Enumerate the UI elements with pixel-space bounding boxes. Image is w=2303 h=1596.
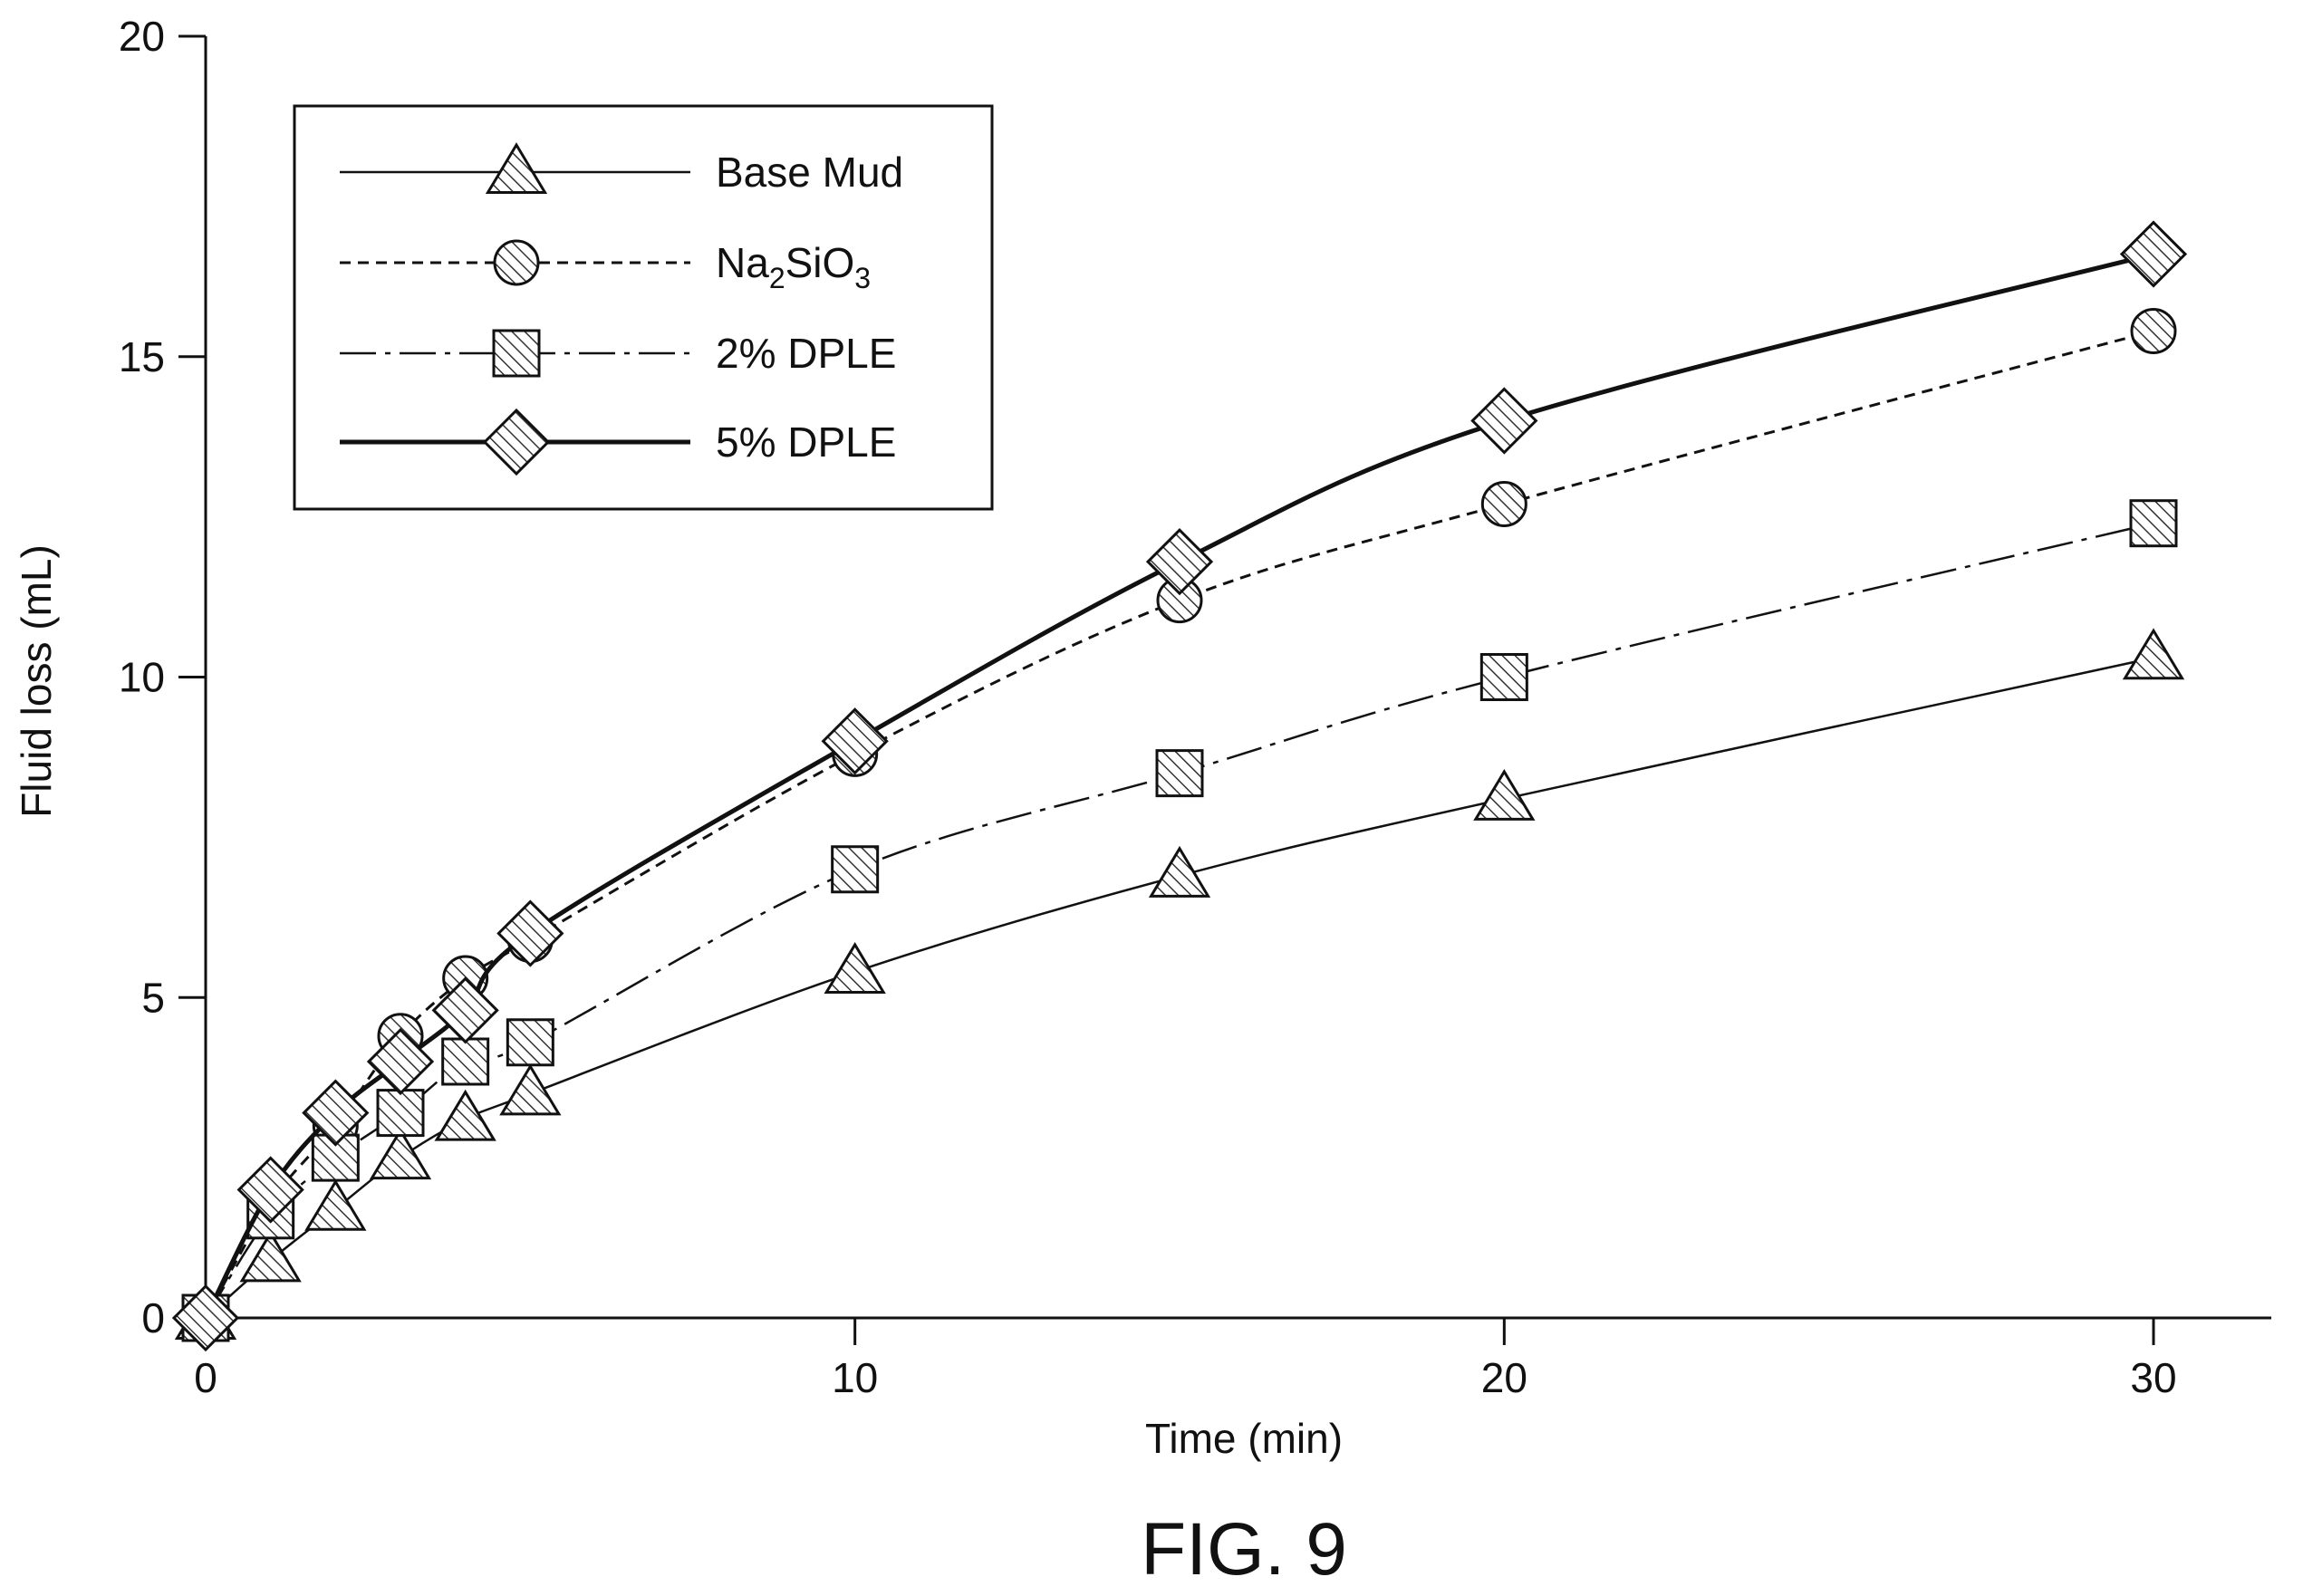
- legend-entry: 5% DPLE: [340, 408, 896, 476]
- data-point-diamond: [236, 1156, 304, 1224]
- data-point-diamond: [171, 1284, 240, 1352]
- data-point-square: [311, 1133, 360, 1182]
- data-point-triangle: [1473, 769, 1536, 821]
- data-point-triangle: [824, 942, 886, 994]
- legend-marker-square: [492, 329, 541, 378]
- data-point-triangle: [304, 1178, 367, 1231]
- legend-entry: Na2SiO3: [340, 239, 871, 294]
- y-tick-label: 15: [119, 333, 165, 380]
- data-point-circle: [2130, 307, 2177, 354]
- series-triangle: [174, 628, 2185, 1340]
- legend-label: Base Mud: [716, 149, 903, 196]
- data-point-diamond: [1470, 387, 1538, 455]
- series-layer: [171, 220, 2188, 1352]
- data-point-diamond: [2119, 220, 2188, 288]
- data-point-square: [1155, 749, 1204, 798]
- data-point-square: [376, 1089, 425, 1138]
- legend-label: Na2SiO3: [716, 239, 871, 294]
- data-point-triangle: [369, 1128, 432, 1180]
- data-point-triangle: [434, 1089, 496, 1141]
- series-line: [204, 522, 2154, 1319]
- legend-entry: 2% DPLE: [340, 329, 896, 378]
- x-tick-label: 10: [832, 1354, 878, 1401]
- y-axis-label: Fluid loss (mL): [13, 544, 60, 818]
- data-point-circle: [1480, 480, 1527, 527]
- legend-marker-diamond: [482, 408, 551, 476]
- data-point-square: [441, 1037, 490, 1086]
- series-diamond: [171, 220, 2188, 1352]
- y-tick-label: 0: [141, 1294, 165, 1341]
- data-point-diamond: [821, 707, 889, 775]
- series-square: [181, 499, 2178, 1342]
- legend: Base Mud Na2SiO3 2% DPLE 5% DPLE: [293, 104, 994, 511]
- x-tick-label: 0: [194, 1354, 217, 1401]
- x-axis-label: Time (min): [1145, 1415, 1343, 1462]
- y-tick-label: 20: [119, 13, 165, 60]
- x-tick-label: 20: [1481, 1354, 1527, 1401]
- y-tick-label: 10: [119, 654, 165, 701]
- data-point-square: [831, 845, 880, 894]
- legend-label: 5% DPLE: [716, 418, 896, 466]
- data-point-diamond: [431, 976, 499, 1044]
- y-tick-label: 5: [141, 974, 165, 1021]
- data-point-diamond: [302, 1079, 370, 1147]
- legend-label: 2% DPLE: [716, 330, 896, 377]
- data-point-square: [2129, 499, 2178, 548]
- data-point-triangle: [1148, 845, 1211, 898]
- x-tick-label: 30: [2130, 1354, 2176, 1401]
- data-point-triangle: [2122, 628, 2185, 680]
- figure-caption: FIG. 9: [1141, 1508, 1347, 1591]
- data-point-square: [506, 1018, 554, 1067]
- data-point-diamond: [366, 1027, 435, 1096]
- data-point-square: [1479, 653, 1528, 701]
- legend-entry: Base Mud: [340, 142, 903, 196]
- legend-marker-circle: [493, 239, 540, 286]
- data-point-diamond: [1145, 528, 1214, 596]
- data-point-triangle: [239, 1230, 302, 1283]
- legend-marker-triangle: [485, 142, 548, 194]
- data-point-triangle: [499, 1063, 562, 1116]
- data-point-diamond: [496, 899, 564, 967]
